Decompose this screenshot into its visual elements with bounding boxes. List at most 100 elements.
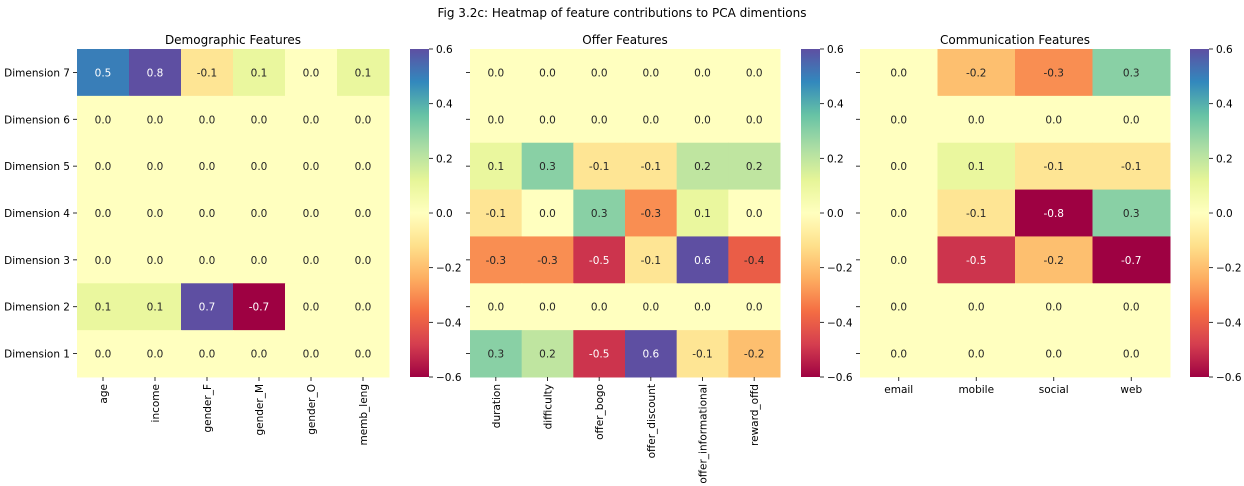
heatmap-cell [285, 283, 338, 331]
cell-value-label: 0.0 [355, 255, 372, 267]
heatmap-cell [77, 49, 130, 97]
heatmap-panel-2: Offer Features 0.0 0.0 0.0 0.0 0.0 0.0 0.0 0.0 0.… [466, 33, 853, 484]
colorbar-tick-label: 0.4 [827, 99, 844, 111]
cell-value-label: 0.0 [303, 208, 320, 220]
heatmap-cell [337, 283, 390, 331]
y-tick-label: Dimension 3 [4, 255, 70, 267]
cell-value-label: 0.0 [1045, 114, 1062, 126]
cell-value-label: 0.0 [890, 349, 907, 361]
cell-value-label: 0.0 [539, 114, 556, 126]
heatmap-cell [129, 330, 182, 378]
heatmap-cell [676, 95, 729, 144]
cell-value-label: 0.0 [746, 67, 763, 79]
cell-value-label: 0.0 [199, 161, 216, 173]
cell-value-label: 0.0 [591, 302, 608, 314]
heatmap-cell [181, 95, 234, 144]
cell-value-label: 0.0 [746, 208, 763, 220]
heatmap-cell [337, 189, 390, 237]
x-tick-label: offer_discount [646, 384, 658, 458]
cell-value-label: 0.0 [1045, 302, 1062, 314]
cell-value-label: 0.6 [694, 255, 711, 267]
heatmap-cell [625, 330, 678, 378]
heatmap-cell [233, 330, 286, 378]
panel-title: Offer Features [582, 33, 667, 47]
heatmap-cell [181, 189, 234, 237]
cell-value-label: 0.0 [251, 255, 268, 267]
y-tick-label: Dimension 6 [4, 114, 70, 126]
heatmap-cell [1092, 330, 1171, 378]
cell-value-label: 0.0 [355, 114, 372, 126]
x-tick-label: gender_O [306, 384, 318, 435]
heatmap-cell [77, 330, 130, 378]
cell-value-label: 0.0 [968, 114, 985, 126]
heatmap-cell [285, 330, 338, 378]
heatmap-cell [337, 236, 390, 284]
heatmap-cell [573, 49, 626, 97]
heatmap-cell [728, 49, 781, 97]
heatmap-cell [1015, 330, 1093, 378]
cell-value-label: 0.0 [591, 114, 608, 126]
heatmap-cell [1092, 49, 1171, 97]
cell-value-label: 0.0 [355, 349, 372, 361]
cell-value-label: -0.7 [1121, 255, 1142, 267]
colorbar-tick-label: 0.4 [436, 99, 453, 111]
cell-value-label: 0.0 [199, 114, 216, 126]
x-tick-label: gender_M [254, 384, 266, 436]
cell-value-label: 0.0 [303, 161, 320, 173]
heatmap-cell [937, 283, 1016, 331]
colorbar-tick-label: −0.4 [1216, 317, 1242, 329]
cell-value-label: 0.3 [1123, 67, 1140, 79]
heatmap-cell [1015, 142, 1093, 191]
heatmap-panel-1: Demographic Features 0.5 0.8 -0.1 0.1 0.0 0.1 0… [4, 33, 462, 446]
cell-value-label: 0.3 [539, 161, 556, 173]
cell-value-label: 0.0 [1045, 349, 1062, 361]
cell-value-label: 0.0 [251, 114, 268, 126]
cell-value-label: 0.0 [1123, 302, 1140, 314]
heatmap-cell [937, 189, 1016, 237]
x-tick-label: income [150, 384, 162, 422]
cell-value-label: 0.0 [968, 349, 985, 361]
cell-value-label: 0.0 [642, 114, 659, 126]
heatmap-cell [573, 189, 626, 237]
cell-value-label: 0.0 [890, 208, 907, 220]
heatmap-cell [676, 283, 729, 331]
x-tick-label: mobile [958, 384, 994, 396]
cell-value-label: -0.8 [1044, 208, 1065, 220]
heatmap-cell [625, 283, 678, 331]
heatmap-cell [521, 189, 574, 237]
colorbar [801, 49, 820, 377]
heatmap-cell [860, 142, 938, 191]
heatmap-cell [625, 49, 678, 97]
cell-value-label: 0.0 [147, 114, 164, 126]
cell-value-label: 0.0 [539, 67, 556, 79]
heatmap-cell [625, 95, 678, 144]
heatmap-cell [285, 49, 338, 97]
heatmap-cell [728, 142, 781, 191]
heatmap-cell [129, 283, 182, 331]
x-tick-label: email [884, 384, 913, 396]
cell-value-label: 0.0 [746, 302, 763, 314]
cell-value-label: 0.2 [539, 349, 556, 361]
heatmap-cell [470, 95, 523, 144]
colorbar-tick-label: −0.4 [827, 317, 853, 329]
heatmap-cell [285, 189, 338, 237]
colorbar-tick-label: 0.4 [1216, 99, 1233, 111]
cell-value-label: -0.1 [486, 208, 507, 220]
heatmap-cell [181, 236, 234, 284]
cell-value-label: 0.0 [890, 255, 907, 267]
cell-value-label: 0.0 [355, 208, 372, 220]
cell-value-label: 0.3 [487, 349, 504, 361]
heatmap-cell [337, 142, 390, 191]
colorbar-tick-label: 0.0 [436, 208, 453, 220]
cell-value-label: 0.0 [95, 114, 112, 126]
colorbar-tick-label: 0.2 [827, 153, 844, 165]
colorbar-tick-label: −0.2 [436, 263, 462, 275]
cell-value-label: 0.0 [303, 302, 320, 314]
heatmap-cell [337, 49, 390, 97]
heatmap-cell [233, 142, 286, 191]
cell-value-label: -0.1 [692, 349, 713, 361]
heatmap-cell [860, 189, 938, 237]
cell-value-label: -0.5 [589, 349, 610, 361]
heatmap-cell [77, 189, 130, 237]
